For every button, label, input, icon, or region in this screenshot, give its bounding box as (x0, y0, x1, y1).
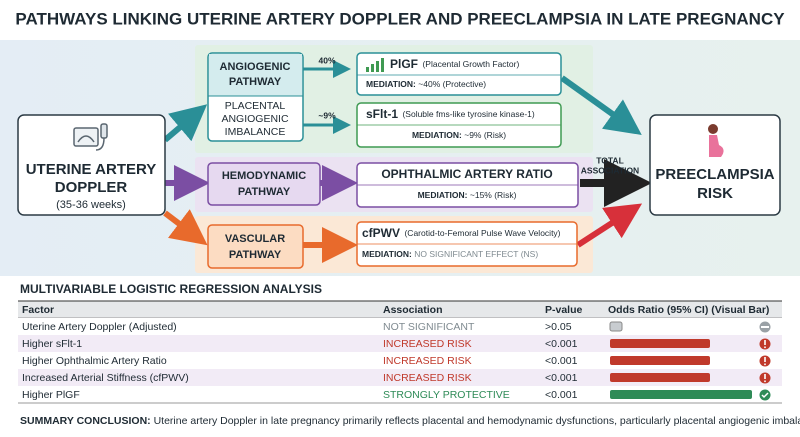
pathway-detail: PLACENTAL (225, 100, 286, 112)
visual-bars (609, 321, 752, 399)
mediator-box (356, 52, 562, 96)
pathway-detail: IMBALANCE (225, 126, 286, 138)
column-header: P-value (545, 304, 583, 316)
column-header: Factor (22, 304, 54, 316)
pathway-label: VASCULAR (225, 233, 285, 245)
outcome-label: RISK (697, 185, 733, 202)
cell: <0.001 (545, 355, 578, 367)
table-rows (18, 318, 782, 404)
mediation: MEDIATION: ~9% (Risk) (412, 130, 506, 140)
mediator-label: OPHTHALMIC ARTERY RATIO (381, 167, 552, 181)
mediation: MEDIATION: ~15% (Risk) (418, 190, 517, 200)
source-label: DOPPLER (55, 179, 128, 196)
text: sFlt-1 (366, 107, 398, 121)
cell: INCREASED RISK (383, 372, 472, 384)
mediation: MEDIATION: ~40% (Protective) (366, 79, 486, 89)
ultrasound-icon (73, 123, 108, 151)
cell: Higher PlGF (22, 389, 80, 401)
pregnancy-icon (708, 124, 724, 157)
outcome-box (649, 114, 781, 216)
title: PATHWAYS LINKING UTERINE ARTERY DOPPLER … (15, 9, 785, 28)
cell: <0.001 (545, 389, 578, 401)
text: (Carotid-to-Femoral Pulse Wave Velocity) (404, 228, 560, 238)
mediator-label: PlGF (Placental Growth Factor) (390, 56, 519, 73)
text: ~40% (Protective) (418, 79, 486, 89)
column-header: Odds Ratio (95% CI) (Visual Bar) (608, 304, 769, 316)
text: cfPWV (362, 226, 400, 240)
text: NO SIGNIFICANT EFFECT (NS) (414, 249, 538, 259)
text: ~9% (Risk) (464, 130, 506, 140)
text: ~15% (Risk) (470, 190, 517, 200)
cell: >0.05 (545, 321, 572, 333)
pathway-box (207, 162, 321, 206)
source-note: (35-36 weeks) (56, 199, 126, 211)
pathway-label: HEMODYNAMIC (222, 170, 306, 182)
pathway-label: ANGIOGENIC (220, 61, 291, 73)
mediator-label: sFlt-1 (Soluble fms-like tyrosine kinase… (366, 106, 535, 123)
total-label: ASSOCIATION (581, 165, 639, 175)
cell: <0.001 (545, 372, 578, 384)
pathway-label: PATHWAY (238, 186, 291, 198)
pathway-label: PATHWAY (229, 76, 282, 88)
text: MEDIATION: (366, 79, 416, 89)
pathway-header (209, 54, 302, 96)
cell: Higher sFlt-1 (22, 338, 82, 350)
table-header (18, 301, 782, 318)
text: (Soluble fms-like tyrosine kinase-1) (402, 109, 534, 119)
link-label: 40% (318, 55, 335, 65)
outcome-label: PREECLAMPSIA (655, 166, 774, 183)
text: MEDIATION: (418, 190, 468, 200)
table-title: MULTIVARIABLE LOGISTIC REGRESSION ANALYS… (20, 282, 322, 296)
cell: INCREASED RISK (383, 355, 472, 367)
summary: SUMMARY CONCLUSION: Uterine artery Doppl… (20, 415, 800, 427)
pathway-detail: ANGIOGENIC (221, 113, 289, 125)
pathway-box (207, 224, 304, 269)
cell: STRONGLY PROTECTIVE (383, 389, 510, 401)
mediator-label: cfPWV (Carotid-to-Femoral Pulse Wave Vel… (362, 225, 561, 242)
source-label: UTERINE ARTERY (26, 161, 157, 178)
column-header: Association (383, 304, 443, 316)
mediation: MEDIATION: NO SIGNIFICANT EFFECT (NS) (362, 249, 538, 259)
source-box (17, 114, 166, 216)
text: MEDIATION: (362, 249, 412, 259)
pathway-label: PATHWAY (229, 249, 282, 261)
text: (Placental Growth Factor) (422, 59, 519, 69)
total-label: TOTAL (596, 155, 624, 165)
cell: Uterine Artery Doppler (Adjusted) (22, 321, 177, 333)
cell: Higher Ophthalmic Artery Ratio (22, 355, 167, 367)
bar-icon (366, 58, 384, 72)
text: Uterine artery Doppler in late pregnancy… (154, 415, 800, 427)
cell: <0.001 (545, 338, 578, 350)
cell: INCREASED RISK (383, 338, 472, 350)
link-label: ~9% (318, 110, 336, 120)
status-icons (759, 321, 771, 401)
arrows (163, 60, 652, 263)
text: SUMMARY CONCLUSION: (20, 415, 151, 427)
cell: Increased Arterial Stiffness (cfPWV) (22, 372, 189, 384)
cell: NOT SIGNIFICANT (383, 321, 475, 333)
text: MEDIATION: (412, 130, 462, 140)
text: PlGF (390, 57, 418, 71)
